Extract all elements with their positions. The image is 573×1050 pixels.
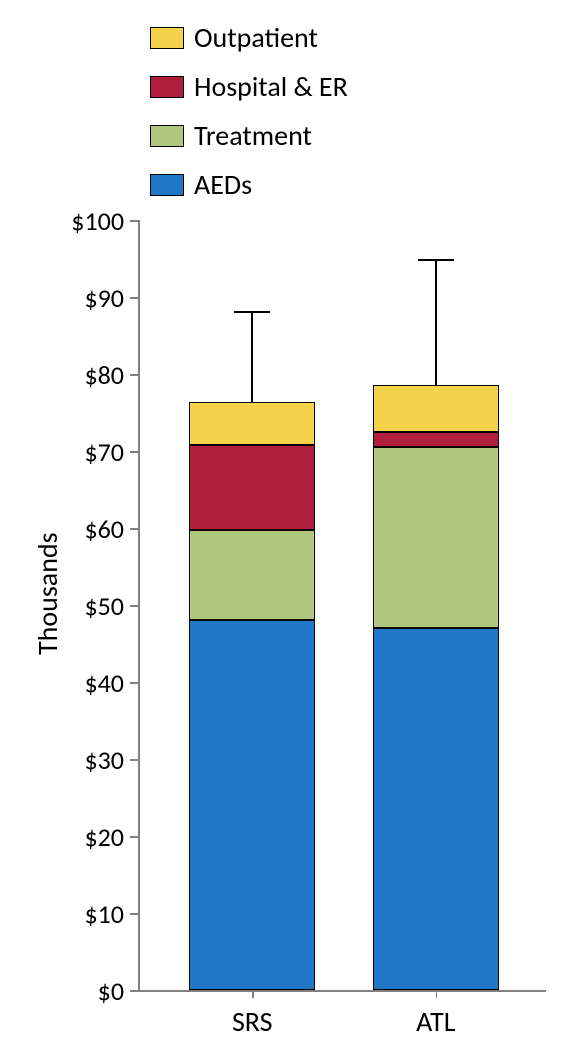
error-cap — [234, 311, 270, 313]
error-cap — [418, 259, 454, 261]
x-tick-label: ATL — [376, 1004, 496, 1039]
y-tick — [130, 682, 138, 684]
y-tick-label: $10 — [44, 898, 124, 930]
legend-swatch — [150, 76, 184, 98]
x-tick-label: SRS — [192, 1004, 312, 1039]
bar-segment — [373, 432, 499, 447]
legend-item: AEDs — [150, 167, 348, 202]
legend-swatch — [150, 27, 184, 49]
x-tick — [252, 990, 254, 998]
y-tick — [130, 374, 138, 376]
bar-segment — [373, 385, 499, 432]
y-tick-label: $70 — [44, 436, 124, 468]
y-tick-label: $100 — [44, 205, 124, 237]
legend: Outpatient Hospital & ER Treatment AEDs — [150, 20, 348, 216]
y-tick — [130, 913, 138, 915]
y-tick — [130, 297, 138, 299]
y-tick-label: $90 — [44, 282, 124, 314]
bar-segment — [189, 530, 315, 621]
bar-segment — [373, 628, 499, 990]
y-tick — [130, 605, 138, 607]
y-tick — [130, 451, 138, 453]
y-tick-label: $0 — [44, 975, 124, 1007]
legend-swatch — [150, 125, 184, 147]
y-tick — [130, 836, 138, 838]
y-tick-label: $40 — [44, 667, 124, 699]
legend-item: Hospital & ER — [150, 69, 348, 104]
y-tick-label: $50 — [44, 590, 124, 622]
legend-item: Treatment — [150, 118, 348, 153]
y-tick-label: $60 — [44, 513, 124, 545]
y-tick-label: $30 — [44, 744, 124, 776]
y-axis — [138, 220, 140, 990]
error-bar — [251, 312, 253, 402]
y-tick — [130, 528, 138, 530]
y-tick-label: $20 — [44, 821, 124, 853]
bar-segment — [189, 620, 315, 990]
chart-container: OutpatientHospital & ERTreatmentAEDs Tho… — [0, 0, 573, 1050]
x-axis — [138, 990, 546, 992]
legend-label: Treatment — [194, 118, 312, 153]
legend-label: Outpatient — [194, 20, 318, 55]
legend-item: Outpatient — [150, 20, 348, 55]
bar-segment — [189, 445, 315, 530]
bar-segment — [189, 402, 315, 445]
bar-segment — [373, 447, 499, 628]
legend-label: AEDs — [194, 167, 252, 202]
legend-label: Hospital & ER — [194, 69, 348, 104]
y-tick — [130, 990, 138, 992]
y-tick — [130, 220, 138, 222]
y-tick — [130, 759, 138, 761]
x-tick — [436, 990, 438, 998]
legend-swatch — [150, 174, 184, 196]
error-bar — [435, 260, 437, 385]
y-tick-label: $80 — [44, 359, 124, 391]
plot-area: $0$10$20$30$40$50$60$70$80$90$100SRSATL — [138, 220, 546, 990]
